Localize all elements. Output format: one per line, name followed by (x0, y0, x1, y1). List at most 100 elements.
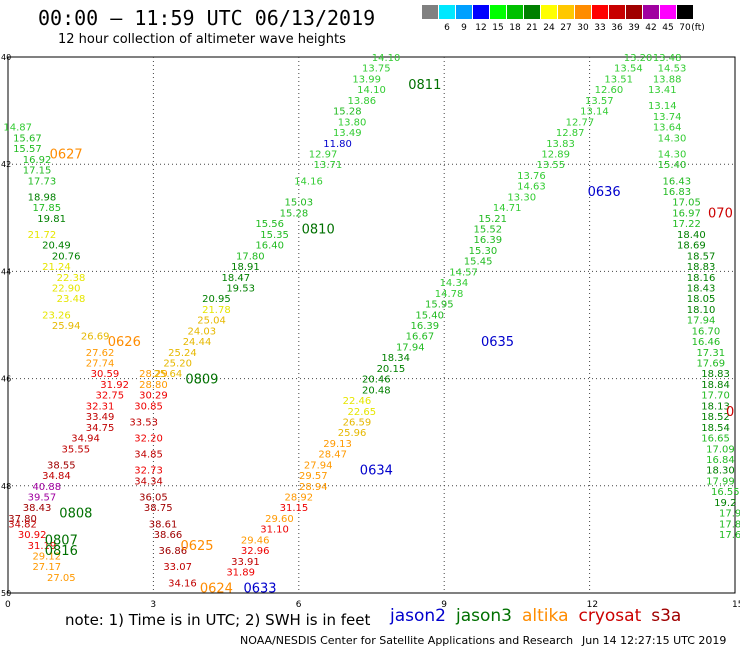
data-label: 13.14 (580, 107, 609, 118)
chart-title: 00:00 – 11:59 UTC 06/13/2019 (38, 6, 376, 30)
chart-subtitle: 12 hour collection of altimeter wave hei… (58, 32, 346, 47)
x-tick-label: 3 (150, 600, 156, 610)
legend-label: 21 (526, 23, 538, 33)
data-label: 14.57 (449, 267, 478, 278)
data-label: 17.22 (672, 219, 701, 230)
data-label: 15.40 (658, 160, 687, 171)
data-label: 16.65 (701, 434, 730, 445)
data-label: 18.30 (706, 466, 735, 477)
legend-label: 18 (509, 23, 521, 33)
legend-swatch (609, 5, 626, 19)
legend-label: 30 (577, 23, 589, 33)
data-label: 13.51 (604, 74, 633, 85)
pass-label: 0 (726, 405, 734, 420)
data-label: 15.95 (425, 300, 454, 311)
legend-swatch (439, 5, 456, 19)
data-label: 16.83 (663, 187, 692, 198)
satellite-jason2: jason2 (390, 606, 446, 626)
legend-swatch (660, 5, 677, 19)
data-label: 20.95 (202, 294, 231, 305)
data-label: 18.47 (221, 273, 250, 284)
data-label: 22.90 (52, 283, 81, 294)
data-label: 14.63 (517, 182, 546, 193)
data-label: 18.10 (687, 305, 716, 316)
legend-swatch (626, 5, 643, 19)
legend-swatch (422, 5, 439, 19)
pass-label: 0633 (243, 582, 276, 597)
data-label: 16.97 (672, 208, 701, 219)
data-label: 38.61 (149, 519, 178, 530)
data-label: 31.15 (280, 503, 309, 514)
y-tick-label: 40 (1, 53, 11, 62)
legend-swatch (677, 5, 694, 19)
legend-swatch (507, 5, 524, 19)
data-label: 14.10 (357, 85, 386, 96)
data-label: 22.46 (343, 396, 372, 407)
data-label: 18.13 (701, 401, 730, 412)
data-label: 17.05 (672, 198, 701, 209)
x-tick-label: 6 (296, 600, 302, 610)
data-label: 12.77 (566, 117, 595, 128)
data-label: 15.30 (469, 246, 498, 257)
data-label: 34.82 (8, 519, 37, 530)
data-label: 27.17 (32, 562, 61, 573)
data-label: 16.70 (692, 326, 721, 337)
data-label: 30.59 (91, 369, 120, 380)
legend-label: 24 (543, 23, 555, 33)
data-label: 13.88 (653, 74, 682, 85)
data-label: 14.34 (440, 278, 469, 289)
data-label: 28.29 (139, 369, 168, 380)
data-label: 21.78 (202, 305, 231, 316)
data-label: 37.80 (8, 514, 37, 525)
data-label: 30.29 (139, 391, 168, 402)
data-label: 18.83 (687, 262, 716, 273)
legend-swatch (575, 5, 592, 19)
data-label: 29.60 (265, 514, 294, 525)
data-label: 12.89 (541, 149, 570, 160)
data-label: 13.14 (648, 101, 677, 112)
data-label: 17.80 (236, 251, 265, 262)
data-label: 13.75 (362, 64, 391, 75)
data-label: 20.76 (52, 251, 81, 262)
data-label: 19.53 (226, 283, 255, 294)
data-label: 17.6 (719, 530, 740, 541)
pass-label: 0810 (302, 223, 335, 238)
data-label: 13.64 (653, 123, 682, 134)
satellite-altika: altika (522, 606, 569, 626)
data-label: 33.49 (86, 412, 115, 423)
data-label: 25.04 (197, 316, 226, 327)
data-label: 31.10 (260, 525, 289, 536)
data-label: 13.57 (585, 96, 614, 107)
satellite-legend: jason2 jason3 altika cryosat s3a (390, 606, 691, 626)
data-label: 17.9 (719, 509, 740, 520)
data-label: 27.94 (304, 460, 333, 471)
data-label: 16.39 (410, 321, 439, 332)
data-label: 13.83 (546, 139, 575, 150)
data-label: 19.2 (714, 498, 736, 509)
data-label: 26.69 (81, 332, 110, 343)
data-label: 18.52 (701, 412, 730, 423)
data-label: 14.71 (493, 203, 522, 214)
data-label: 17.31 (696, 348, 725, 359)
data-label: 28.80 (139, 380, 168, 391)
x-tick-label: 12 (587, 600, 598, 610)
data-label: 12.60 (595, 85, 624, 96)
pass-label: 0635 (481, 335, 514, 350)
data-label: 17.70 (701, 391, 730, 402)
data-label: 34.84 (42, 471, 71, 482)
legend-label: 27 (560, 23, 572, 33)
data-label: 31.92 (100, 380, 129, 391)
data-label: 14.16 (294, 176, 323, 187)
data-label: 30.85 (134, 401, 163, 412)
y-tick-label: 48 (1, 482, 11, 491)
pass-label: 0636 (588, 185, 621, 200)
data-label: 15.28 (333, 107, 362, 118)
data-label: 40.88 (32, 482, 61, 493)
legend-label: 36 (611, 23, 623, 33)
data-label: 18.43 (687, 283, 716, 294)
legend-swatch (541, 5, 558, 19)
data-label: 15.21 (478, 214, 507, 225)
data-label: 13.30 (507, 192, 536, 203)
satellite-jason3: jason3 (456, 606, 512, 626)
data-label: 12.97 (309, 149, 338, 160)
